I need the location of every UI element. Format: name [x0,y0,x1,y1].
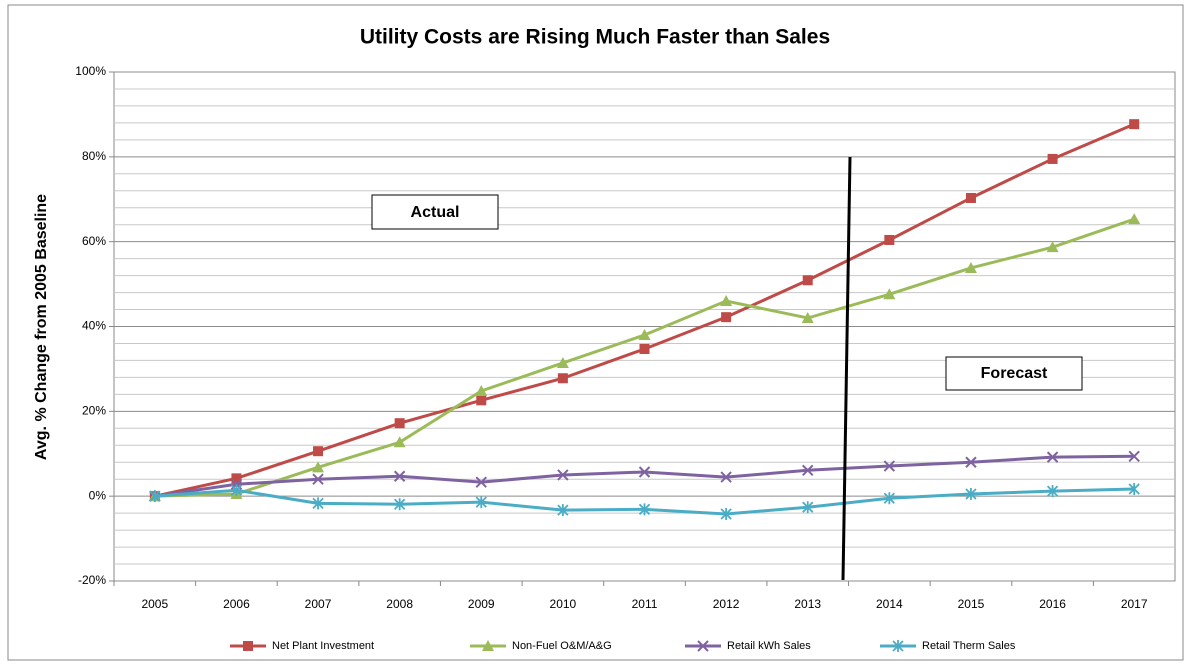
marker [638,466,651,478]
marker [638,328,651,340]
marker [720,471,732,483]
marker [475,496,487,509]
marker [312,461,325,473]
y-tick-label: 60% [82,234,106,248]
marker [883,460,896,472]
marker [884,234,895,245]
legend-marker [482,640,494,651]
marker [1128,482,1140,495]
x-tick-label: 2014 [876,597,903,611]
x-tick-label: 2010 [550,597,577,611]
marker [1128,213,1141,225]
x-tick-label: 2013 [794,597,821,611]
y-tick-label: 100% [75,64,106,78]
marker [556,356,569,368]
marker [394,418,405,429]
marker [475,476,487,488]
x-tick-label: 2005 [141,597,168,611]
legend-label: Net Plant Investment [272,640,374,652]
y-tick-label: 20% [82,404,106,418]
x-tick-label: 2011 [632,597,658,611]
marker [801,312,814,324]
marker [964,261,977,273]
marker [393,436,406,448]
marker [1129,119,1140,130]
marker [231,473,242,484]
marker [883,492,895,505]
marker [312,497,324,510]
divider [841,156,852,581]
legend-label: Non-Fuel O&M/A&G [512,640,612,652]
y-tick-label: -20% [78,573,106,587]
marker [557,504,569,517]
marker [313,446,324,457]
y-tick-label: 40% [82,319,106,333]
marker [1046,241,1059,253]
marker [721,312,732,323]
annotation-box [371,194,499,230]
x-tick-label: 2015 [958,597,985,611]
marker [1128,450,1140,463]
x-tick-label: 2017 [1121,597,1148,611]
annotation: Forecast [981,365,1048,382]
marker [639,343,650,354]
x-tick-label: 2006 [223,597,250,611]
legend-label: Retail Therm Sales [922,640,1016,652]
marker [475,384,488,396]
legend-marker [243,641,253,651]
x-tick-label: 2016 [1039,597,1066,611]
marker [557,469,569,481]
annotation: Actual [411,204,460,221]
legend-marker [697,640,709,652]
marker [394,498,406,511]
legend-label: Retail kWh Sales [727,640,811,652]
y-axis-label: Avg. % Change from 2005 Baseline [33,194,50,460]
annotation-box [945,356,1083,391]
marker [802,501,814,514]
marker [1046,451,1059,463]
x-tick-label: 2007 [305,597,332,611]
chart-border [7,4,1184,661]
marker [720,507,732,520]
marker [720,295,733,307]
marker [476,395,487,406]
marker [230,484,243,497]
marker [557,373,568,384]
x-tick-label: 2008 [386,597,413,611]
marker [802,464,814,477]
marker [965,488,977,501]
chart-title: Utility Costs are Rising Much Faster tha… [360,26,830,49]
y-tick-label: 80% [82,149,106,163]
marker [883,288,896,300]
marker [393,470,406,482]
marker [1046,485,1059,498]
x-tick-label: 2012 [713,597,740,611]
y-tick-label: 0% [89,488,107,502]
marker [965,192,976,203]
marker [1047,153,1058,164]
marker [149,490,161,503]
x-tick-label: 2009 [468,597,495,611]
marker [802,275,813,286]
marker [638,503,651,516]
marker [312,473,324,485]
legend-marker [892,640,904,652]
marker [965,456,977,468]
